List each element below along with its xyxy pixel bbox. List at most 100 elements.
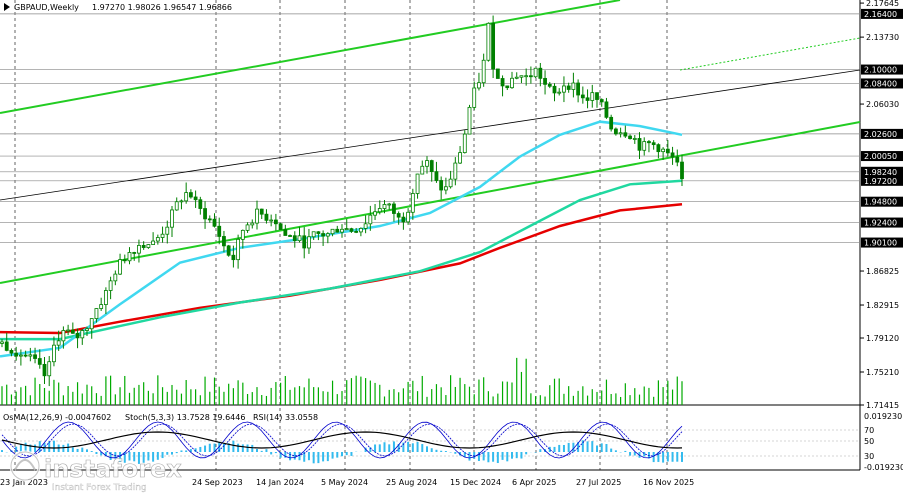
candle-body: [524, 75, 529, 78]
candle-body: [344, 228, 349, 231]
candle-body: [448, 178, 453, 188]
candle-body: [566, 85, 571, 90]
candle-body: [18, 354, 23, 357]
candle-body: [609, 116, 614, 130]
candle-body: [420, 165, 425, 175]
price-level-tag: [861, 166, 903, 177]
candle-body: [439, 180, 444, 191]
candle-body: [434, 171, 439, 181]
channel-mid-extension: [679, 37, 861, 71]
candle-body: [387, 203, 392, 206]
candle-body: [604, 101, 609, 118]
candle-body: [429, 160, 434, 172]
candle-body: [9, 350, 14, 354]
candle-body: [481, 59, 486, 84]
candle-body: [580, 94, 585, 99]
y-tick-label: 1.75210: [866, 368, 899, 377]
candle-body: [89, 318, 94, 330]
candle-body: [500, 78, 505, 87]
candle-body: [519, 75, 524, 78]
indicator-level-label: 30: [864, 452, 874, 461]
candle-body: [330, 228, 335, 235]
price-level-label: 2.10000: [864, 66, 897, 75]
candle-body: [4, 341, 9, 351]
price-level-tag: [861, 128, 903, 139]
channel-lower-line: [0, 121, 861, 284]
candle-body: [132, 252, 137, 254]
candle-body: [179, 200, 184, 203]
candle-body: [618, 132, 623, 135]
candle-body: [141, 245, 146, 248]
collapse-arrow-icon[interactable]: [4, 3, 10, 11]
y-tick-label: 1.79120: [866, 334, 899, 343]
indicator-tick-bottom: -0.019230: [864, 463, 903, 472]
instaforex-logo-icon: [9, 450, 41, 482]
candle-body: [283, 229, 288, 236]
candle-body: [170, 209, 174, 228]
price-level-label: 2.08400: [864, 79, 897, 88]
price-level-label: 1.94800: [864, 198, 897, 207]
chart-header: GBPAUD,Weekly 1.97270 1.98026 1.96547 1.…: [4, 3, 232, 12]
price-level-label: 1.92400: [864, 219, 897, 228]
candle-body: [661, 148, 666, 153]
watermark: instaforex Instant Forex Trading: [9, 450, 183, 493]
candle-body: [14, 352, 19, 357]
candle-body: [647, 141, 651, 144]
candle-body: [61, 330, 66, 342]
candle-body: [670, 152, 675, 158]
x-tick-label: 6 Apr 2025: [512, 478, 556, 487]
candle-body: [571, 82, 576, 90]
candle-body: [66, 329, 71, 332]
candle-body: [151, 240, 156, 245]
candle-body: [486, 22, 491, 61]
candle-body: [632, 138, 637, 140]
candle-body: [557, 91, 562, 94]
y-tick-label: 1.71415: [866, 401, 899, 410]
trendlines: [0, 0, 861, 284]
candle-body: [33, 354, 37, 359]
candle-body: [410, 193, 415, 213]
candle-body: [340, 228, 344, 233]
candle-body: [113, 273, 118, 282]
candle-body: [99, 304, 104, 309]
candle-body: [212, 218, 217, 227]
candle-body: [255, 208, 259, 224]
candle-body: [203, 208, 207, 220]
ohlc-label: 1.97270 1.98026 1.96547 1.96866: [92, 3, 232, 12]
candle-body: [292, 235, 297, 242]
candle-body: [278, 223, 283, 230]
indicator-panel: 70 50 30: [0, 421, 874, 464]
candle-body: [472, 87, 477, 108]
candle-body: [56, 340, 61, 346]
rsi-label: RSI(14) 33.0558: [253, 413, 318, 422]
indicator-level-label: 50: [864, 437, 874, 446]
candle-body: [467, 106, 472, 135]
x-tick-label: 27 Jul 2025: [576, 478, 621, 487]
candle-body: [358, 228, 363, 233]
candle-body: [406, 211, 411, 223]
candle-body: [651, 142, 656, 146]
candle-body: [599, 99, 604, 103]
candle-body: [288, 235, 292, 237]
candle-body: [363, 223, 368, 229]
y-tick-label: 2.13730: [866, 33, 899, 42]
candle-body: [42, 363, 47, 377]
rsi-line: [1, 431, 683, 449]
candle-body: [231, 254, 236, 261]
candle-body: [590, 92, 595, 101]
y-tick-label: 1.86825: [866, 267, 899, 276]
candle-body: [458, 152, 462, 164]
x-tick-label: 23 Jan 2023: [0, 478, 48, 487]
price-level-label: 2.16400: [864, 10, 897, 19]
candle-body: [188, 192, 193, 198]
candle-body: [165, 226, 170, 235]
candle-body: [623, 132, 628, 137]
candle-body: [23, 354, 28, 357]
time-axis: 23 Jan 2023 24 Sep 2023 14 Jan 2024 5 May 2…: [0, 478, 694, 487]
price-level-tag: [861, 64, 903, 75]
candle-body: [217, 225, 222, 237]
candle-body: [226, 245, 231, 256]
candle-body: [585, 97, 590, 101]
